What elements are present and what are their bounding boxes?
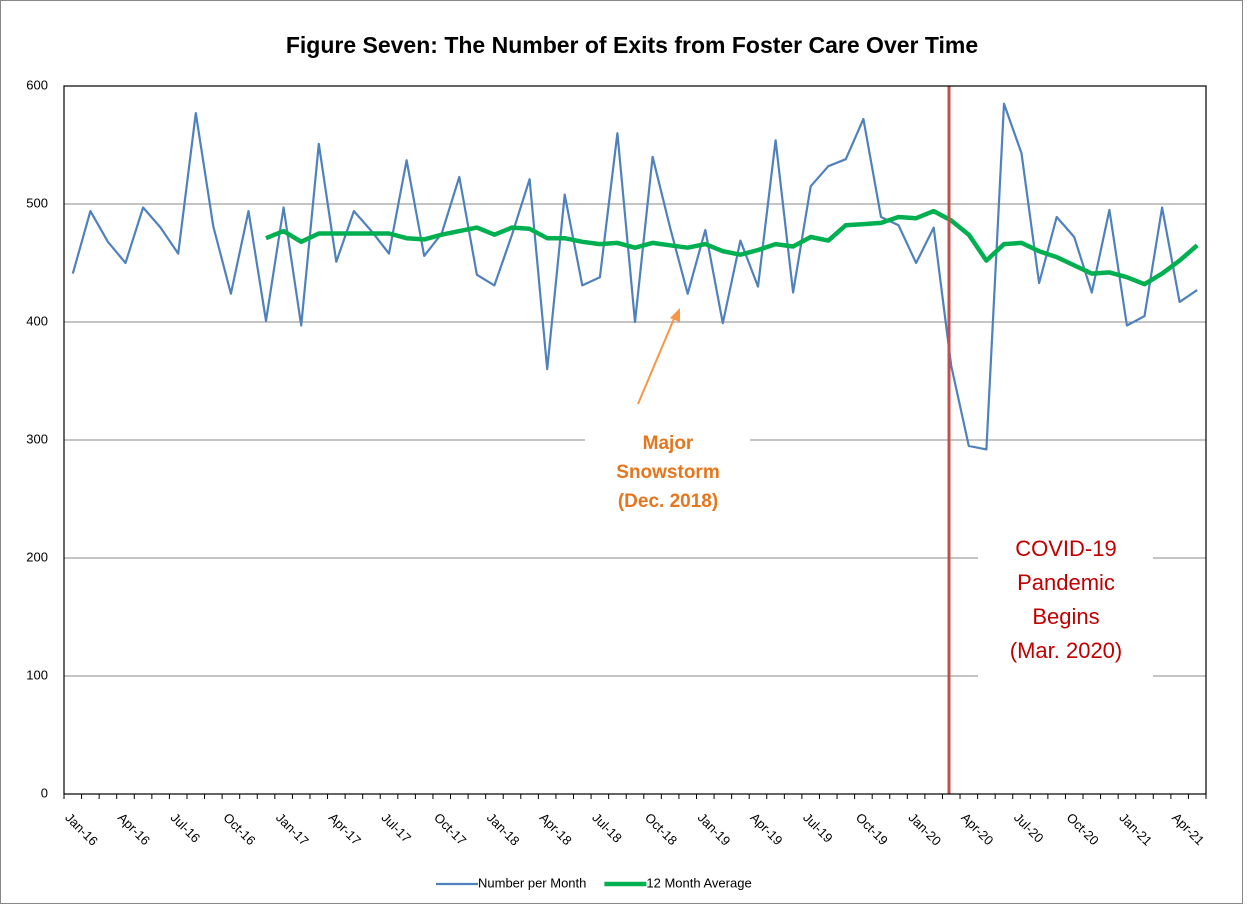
annotation: COVID-19 [1015, 536, 1116, 561]
series-line [71, 102, 1198, 451]
annotation: Pandemic [1017, 570, 1115, 595]
annotation-arrowhead [670, 308, 680, 322]
annotation-arrow [637, 313, 677, 405]
y-tick-label: 100 [26, 667, 48, 682]
y-tick-label: 200 [26, 549, 48, 564]
y-tick-label: 300 [26, 431, 48, 446]
y-tick-label: 600 [26, 77, 48, 92]
chart-title: Figure Seven: The Number of Exits from F… [286, 32, 978, 58]
annotation-box [585, 424, 750, 536]
y-tick-label: 0 [41, 785, 48, 800]
y-tick-label: 500 [26, 195, 48, 210]
legend-label: 12 Month Average [646, 875, 751, 890]
annotation: (Dec. 2018) [618, 491, 718, 512]
legend-label: Number per Month [478, 875, 586, 890]
y-tick-label: 400 [26, 313, 48, 328]
annotation: Begins [1032, 604, 1099, 629]
annotation-box [978, 530, 1153, 690]
series-line [265, 208, 1199, 287]
annotation: Major [643, 433, 694, 454]
annotation: (Mar. 2020) [1010, 638, 1123, 663]
series-lines [71, 102, 1199, 451]
annotation: Snowstorm [616, 462, 719, 483]
plot-area [63, 85, 1207, 795]
